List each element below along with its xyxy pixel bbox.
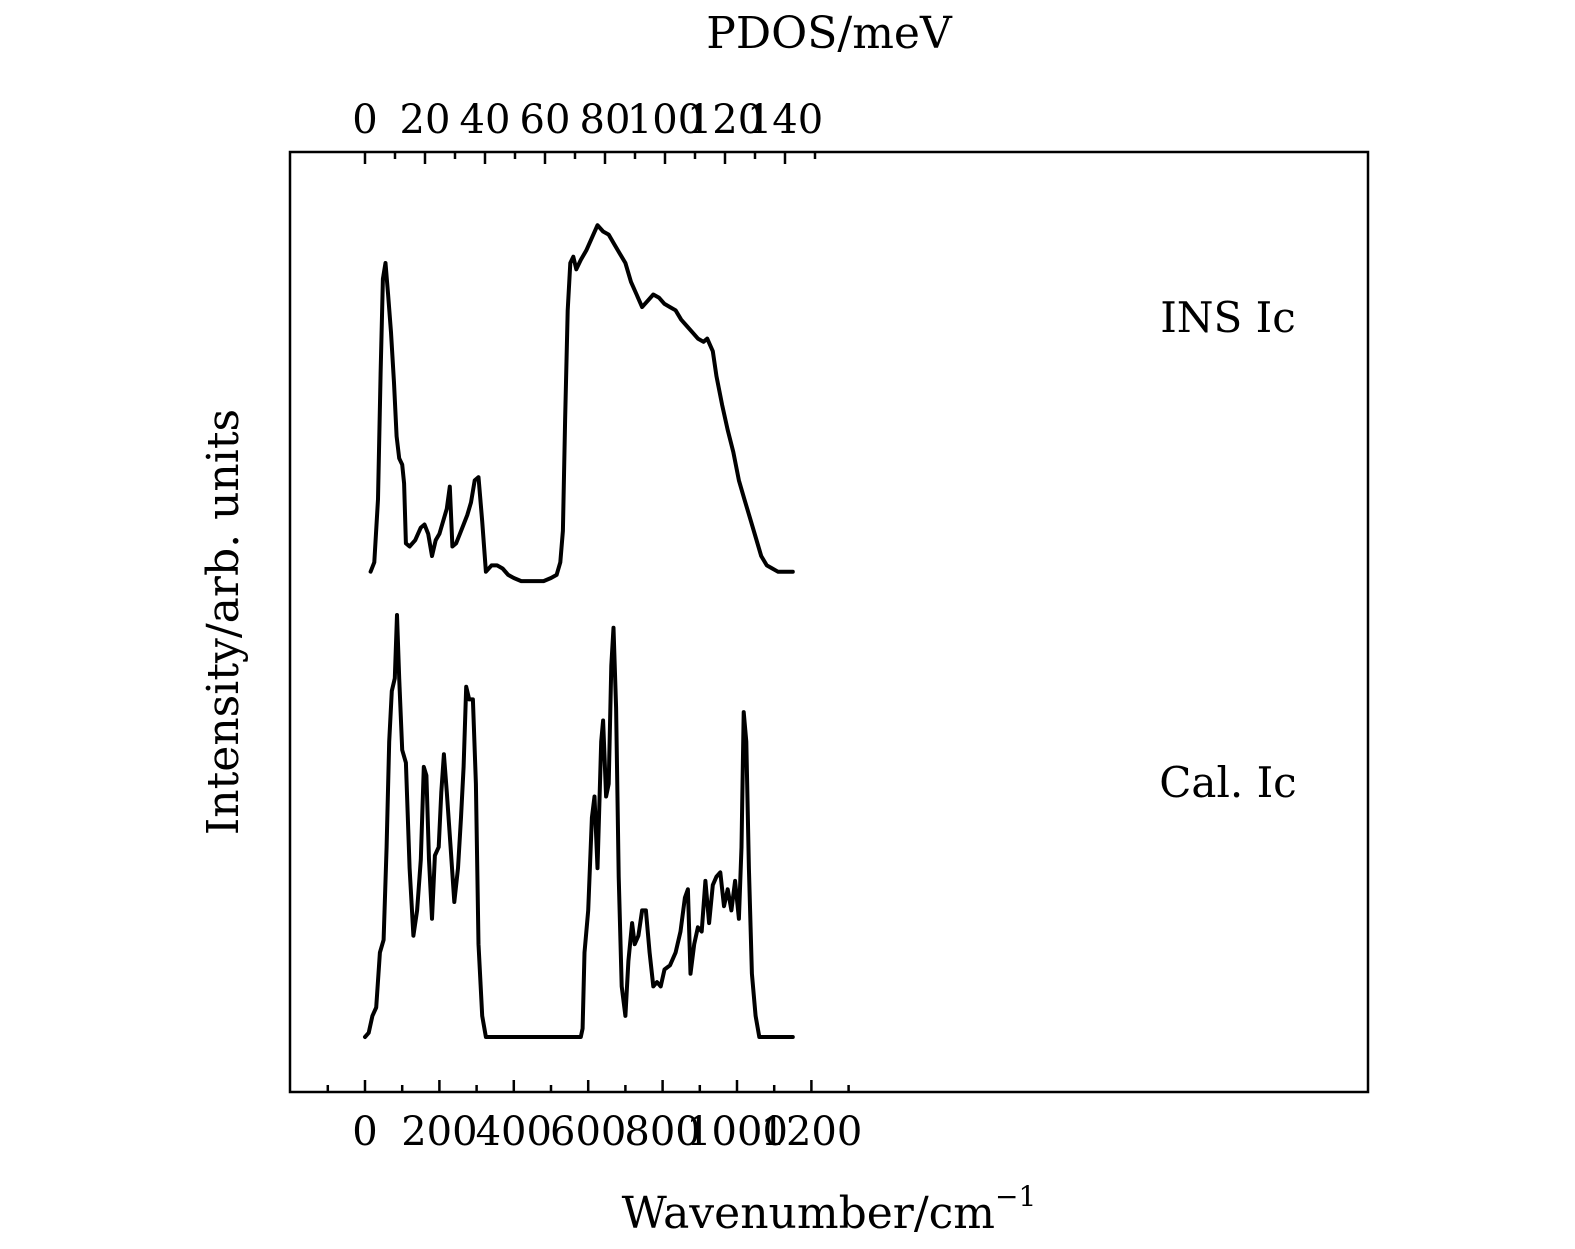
x2-tick-label: 80 — [580, 97, 631, 143]
series-label-cal: Cal. Ic — [1159, 758, 1296, 807]
x-tick-label: 1000 — [686, 1109, 788, 1155]
y-axis-title: Intensity/arb. units — [198, 409, 249, 835]
series-line-ins — [368, 223, 795, 584]
top-axis-title: PDOS/meV — [706, 8, 953, 59]
x-tick-label: 0 — [352, 1109, 377, 1155]
x2-tick-label: 60 — [520, 97, 571, 143]
x-tick-label: 200 — [401, 1109, 477, 1155]
x2-tick-label: 0 — [352, 97, 377, 143]
series-label-ins: INS Ic — [1160, 293, 1296, 342]
x2-tick-label: 100 — [627, 97, 703, 143]
series-line-cal — [363, 613, 795, 1039]
x2-tick-label: 40 — [460, 97, 511, 143]
x-tick-label: 800 — [624, 1109, 700, 1155]
x2-tick-label: 20 — [400, 97, 451, 143]
x-tick-label: 600 — [550, 1109, 626, 1155]
x2-tick-label: 120 — [687, 97, 763, 143]
x-axis-title-superscript: −1 — [995, 1180, 1036, 1213]
x-axis-title-main: Wavenumber/cm — [622, 1188, 995, 1239]
x2-tick-label: 140 — [747, 97, 823, 143]
plot-frame — [288, 150, 1370, 1094]
series-traces — [363, 223, 795, 1039]
x-axis-title: Wavenumber/cm−1 — [622, 1180, 1037, 1239]
x-tick-label: 1200 — [761, 1109, 863, 1155]
x-tick-label: 400 — [476, 1109, 552, 1155]
